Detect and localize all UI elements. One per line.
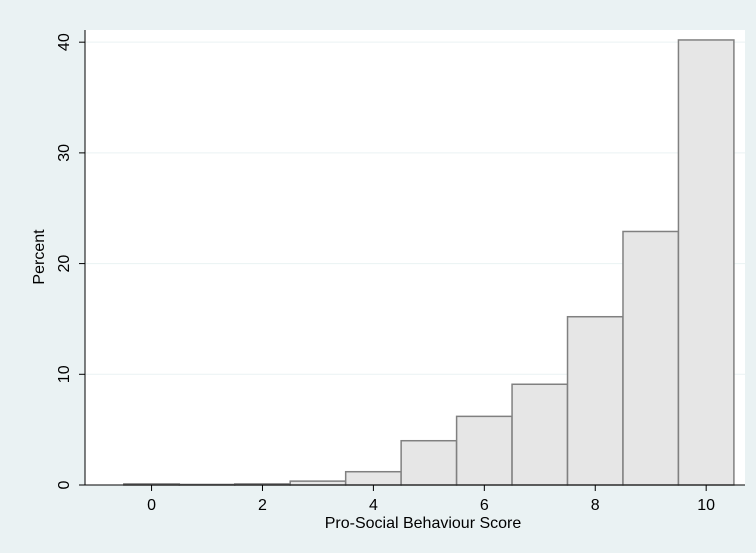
- bar: [289, 480, 347, 486]
- x-tick-label: 8: [591, 497, 600, 514]
- bar: [400, 439, 458, 486]
- x-tick-label: 2: [258, 497, 267, 514]
- x-tick-label: 10: [697, 497, 715, 514]
- x-tick-label: 4: [369, 497, 378, 514]
- y-tick-label: 20: [56, 255, 73, 273]
- bar: [566, 315, 624, 486]
- y-axis-title: Percent: [31, 229, 48, 285]
- bar: [622, 230, 680, 486]
- y-tick-label: 40: [56, 33, 73, 51]
- y-tick-label: 30: [56, 144, 73, 162]
- x-tick-label: 0: [147, 497, 156, 514]
- bar: [511, 383, 569, 486]
- y-tick-label: 0: [56, 480, 73, 489]
- x-tick-label: 6: [480, 497, 489, 514]
- bar: [455, 415, 513, 486]
- x-axis-title: Pro-Social Behaviour Score: [325, 515, 522, 532]
- bar: [677, 39, 735, 486]
- bar: [344, 470, 402, 486]
- y-tick-label: 10: [56, 365, 73, 383]
